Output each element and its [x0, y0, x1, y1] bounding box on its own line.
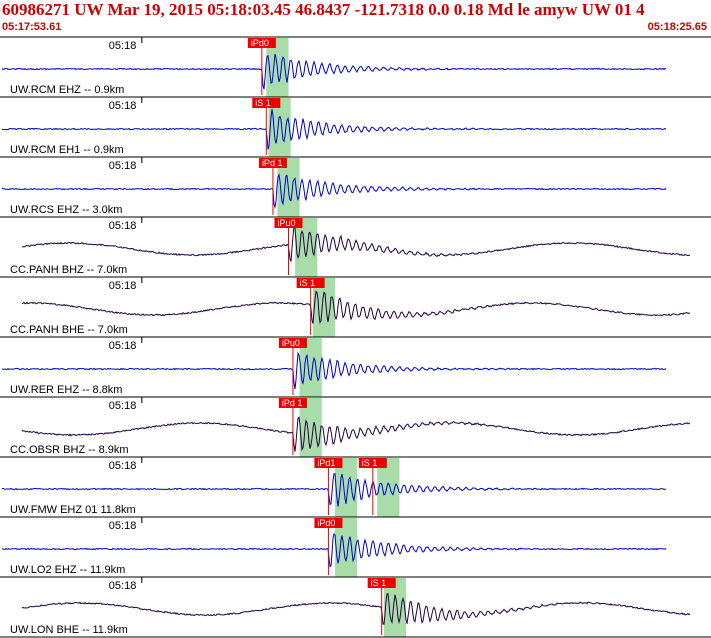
- pick-flag: [358, 458, 387, 468]
- pick-label: iPd0: [251, 38, 269, 48]
- channel-panel[interactable]: 05:18 iPd1 iS 1 UW.FMW EHZ 01 11.8km: [0, 456, 711, 517]
- station-label: CC.OBSR BHZ -- 8.9km: [10, 444, 129, 456]
- channel-panel[interactable]: 05:18 iS 1 UW.RCM EH1 -- 0.9km: [0, 96, 711, 157]
- pick-flag: [296, 278, 325, 288]
- waveform-trace: [1, 351, 667, 390]
- pick-window: [335, 458, 358, 517]
- pick-flag: [314, 458, 343, 468]
- station-label: UW.FMW EHZ 01 11.8km: [10, 504, 136, 516]
- pick-label: iS 1: [255, 98, 271, 108]
- station-label: CC.PANH BHE -- 7.0km: [10, 324, 128, 336]
- pick-label: iPu0: [277, 218, 295, 228]
- station-label: UW.RCM EH1 -- 0.9km: [10, 144, 124, 156]
- pick-label: iPd0: [317, 518, 335, 528]
- channel-panel[interactable]: 05:18 iS 1 CC.PANH BHE -- 7.0km: [0, 276, 711, 337]
- time-tick-label: 05:18: [109, 520, 137, 532]
- plot-header: 60986271 UW Mar 19, 2015 05:18:03.45 46.…: [0, 0, 711, 36]
- pick-flag: [367, 578, 396, 588]
- pick-window: [299, 338, 322, 397]
- pick-label: iPd 1: [282, 398, 303, 408]
- waveform-trace: [1, 533, 667, 568]
- waveform-trace: [2, 473, 667, 507]
- pick-flag: [258, 158, 287, 168]
- station-label: UW.RCM EHZ -- 0.9km: [10, 84, 124, 96]
- pick-flag: [278, 398, 307, 408]
- pick-window: [377, 458, 400, 517]
- pick-window: [268, 98, 291, 157]
- pick-window: [383, 578, 407, 637]
- waveform-trace: [21, 224, 691, 262]
- channel-panel[interactable]: 05:18 iPu0 CC.PANH BHZ -- 7.0km: [0, 216, 711, 277]
- pick-flag: [247, 38, 276, 48]
- station-label: UW.LON BHE -- 11.9km: [10, 624, 128, 636]
- pick-window: [312, 278, 336, 337]
- pick-flag: [252, 98, 281, 108]
- end-time: 05:18:25.65: [647, 21, 707, 33]
- pick-label: iPu0: [282, 338, 300, 348]
- time-tick-label: 05:18: [109, 340, 137, 352]
- station-label: UW.RCS EHZ -- 3.0km: [10, 204, 122, 216]
- pick-label: iS 1: [362, 458, 378, 468]
- station-label: CC.PANH BHZ -- 7.0km: [10, 264, 127, 276]
- waveform-trace: [21, 416, 690, 452]
- waveform-trace: [1, 109, 667, 150]
- channel-panel[interactable]: 05:18 iPd 1 CC.OBSR BHZ -- 8.9km: [0, 396, 711, 457]
- time-tick-label: 05:18: [109, 160, 137, 172]
- time-tick-label: 05:18: [109, 280, 137, 292]
- start-time: 05:17:53.61: [2, 21, 62, 33]
- pick-label: iPd 1: [262, 158, 283, 168]
- pick-label: iS 1: [371, 578, 387, 588]
- channel-panel[interactable]: 05:18 iPd0 UW.RCM EHZ -- 0.9km: [0, 36, 711, 97]
- time-tick-label: 05:18: [109, 460, 137, 472]
- pick-window: [295, 218, 318, 277]
- time-tick-label: 05:18: [109, 220, 137, 232]
- waveform-trace: [21, 290, 691, 324]
- pick-window: [299, 398, 322, 457]
- pick-window: [335, 518, 358, 577]
- time-tick-label: 05:18: [109, 580, 137, 592]
- pick-flag: [278, 338, 307, 348]
- pick-label: iS 1: [300, 278, 316, 288]
- channel-panel[interactable]: 05:18 iS 1 UW.LON BHE -- 11.9km: [0, 576, 711, 637]
- waveform-trace: [1, 173, 667, 210]
- pick-flag: [314, 518, 343, 528]
- event-title: 60986271 UW Mar 19, 2015 05:18:03.45 46.…: [2, 0, 645, 19]
- pick-label: iPd1: [317, 458, 335, 468]
- time-tick-label: 05:18: [109, 40, 137, 52]
- channel-panel[interactable]: 05:18 iPd0 UW.LO2 EHZ -- 11.9km: [0, 516, 711, 577]
- waveform-trace: [1, 53, 667, 90]
- time-tick-label: 05:18: [109, 100, 137, 112]
- channel-panel[interactable]: 05:18 iPd 1 UW.RCS EHZ -- 3.0km: [0, 156, 711, 217]
- waveform-trace: [21, 593, 691, 625]
- time-tick-label: 05:18: [109, 400, 137, 412]
- station-label: UW.LO2 EHZ -- 11.9km: [10, 564, 125, 576]
- station-label: UW.RER EHZ -- 8.8km: [10, 384, 122, 396]
- pick-flag: [274, 218, 303, 228]
- channel-panel[interactable]: 05:18 iPu0 UW.RER EHZ -- 8.8km: [0, 336, 711, 397]
